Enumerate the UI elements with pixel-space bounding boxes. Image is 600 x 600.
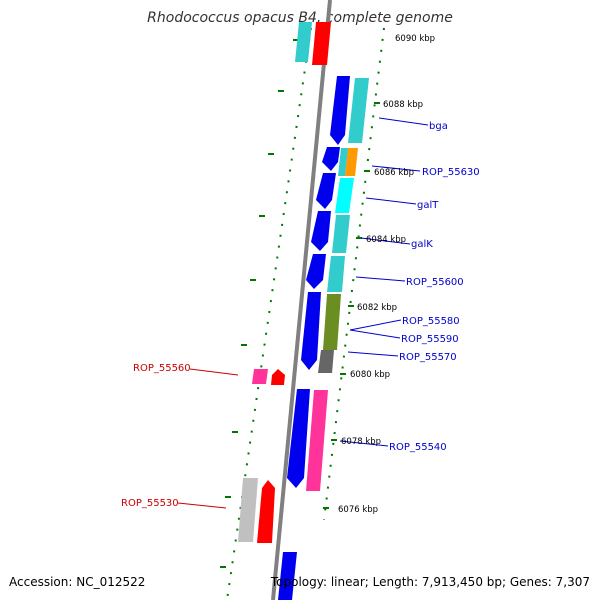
gene-label-rop-55560[interactable]: ROP_55560 xyxy=(133,363,191,374)
gene-label-galk[interactable]: galK xyxy=(411,239,433,250)
topology-label: Topology: linear; Length: 7,913,450 bp; … xyxy=(270,575,590,589)
kbp-label-6086: 6086 kbp xyxy=(374,168,414,178)
reverse-label-leaders xyxy=(177,368,239,509)
accession-label: Accession: NC_012522 xyxy=(9,575,146,589)
gene-block-rop-55540[interactable] xyxy=(306,390,328,491)
gene-block-rop-55630-cyan[interactable] xyxy=(338,148,348,176)
forward-blue-genes[interactable] xyxy=(278,76,350,600)
kbp-label-6088: 6088 kbp xyxy=(383,100,423,110)
gene-block-galk[interactable] xyxy=(332,215,350,253)
gene-block-red-top[interactable] xyxy=(312,22,331,65)
kbp-label-6082: 6082 kbp xyxy=(357,303,397,313)
gene-block-rop-55530-gray[interactable] xyxy=(238,478,258,542)
gene-block-rop-55560-red[interactable] xyxy=(271,369,285,385)
gene-label-rop-55600[interactable]: ROP_55600 xyxy=(406,277,464,288)
gene-label-rop-55590[interactable]: ROP_55590 xyxy=(401,334,459,345)
gene-block-rop-55580-55590[interactable] xyxy=(323,294,341,350)
gene-block-rop-55600[interactable] xyxy=(327,256,345,292)
gene-label-rop-55570[interactable]: ROP_55570 xyxy=(399,352,457,363)
genome-title: Rhodococcus opacus B4, complete genome xyxy=(147,10,453,26)
gene-block-rop-55630[interactable] xyxy=(345,148,358,176)
gene-block-rop-55570[interactable] xyxy=(318,350,334,373)
gene-label-bga[interactable]: bga xyxy=(429,121,448,132)
kbp-label-6084: 6084 kbp xyxy=(366,235,406,245)
gene-block-cyan-top[interactable] xyxy=(295,22,312,62)
gene-block-rop-55530-red[interactable] xyxy=(257,480,275,543)
kbp-label-6090: 6090 kbp xyxy=(395,34,435,44)
gene-label-rop-55580[interactable]: ROP_55580 xyxy=(402,316,460,327)
kbp-label-6078: 6078 kbp xyxy=(341,437,381,447)
genome-axis xyxy=(271,0,332,600)
gene-label-rop-55630[interactable]: ROP_55630 xyxy=(422,167,480,178)
forward-label-leaders xyxy=(339,117,429,447)
gene-label-rop-55530[interactable]: ROP_55530 xyxy=(121,498,179,509)
left-tick-scale xyxy=(220,39,298,568)
kbp-label-6076: 6076 kbp xyxy=(338,505,378,515)
gene-block-rop-55560-pink[interactable] xyxy=(252,369,268,384)
gene-block-bga[interactable] xyxy=(348,78,369,143)
kbp-label-6080: 6080 kbp xyxy=(350,370,390,380)
gene-block-galt[interactable] xyxy=(335,178,354,213)
gene-label-rop-55540[interactable]: ROP_55540 xyxy=(389,442,447,453)
gene-label-galt[interactable]: galT xyxy=(417,200,439,211)
